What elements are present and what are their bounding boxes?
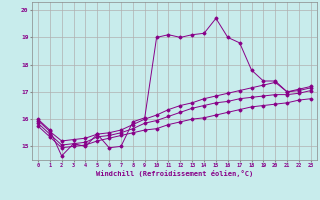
X-axis label: Windchill (Refroidissement éolien,°C): Windchill (Refroidissement éolien,°C) bbox=[96, 170, 253, 177]
